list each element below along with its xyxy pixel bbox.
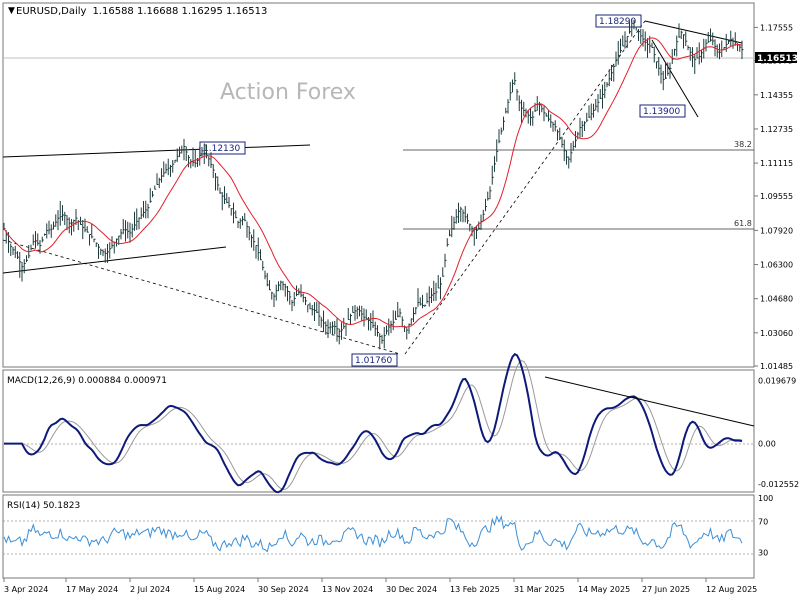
macd-signal-line (4, 360, 743, 490)
macd-y-tick-label: 0.019679 (758, 377, 796, 386)
x-tick-label: 31 Mar 2025 (514, 585, 565, 594)
price-y-tick-label: 1.12735 (760, 125, 793, 134)
moving-average-line (3, 37, 743, 328)
macd-main-line (4, 352, 743, 494)
trendline-upper-left (2, 144, 311, 158)
macd-panel (2, 369, 755, 493)
price-y-tick-label: 1.01485 (760, 362, 793, 371)
rsi-y-tick-label: 70 (758, 517, 768, 526)
x-tick-label: 3 Apr 2024 (4, 585, 48, 594)
watermark: Action Forex (220, 80, 356, 105)
symbol-label: EURUSD,Daily 1.16588 1.16688 1.16295 1.16… (16, 6, 267, 17)
trendline-lower-left (2, 246, 227, 274)
x-tick-label: 15 Aug 2024 (194, 585, 245, 594)
annotation-mid: 1.13900 (643, 107, 680, 117)
rsi-line (3, 515, 743, 553)
x-tick-label: 30 Sep 2024 (258, 585, 309, 594)
x-tick-label: 13 Feb 2025 (450, 585, 500, 594)
macd-trendline (544, 376, 755, 427)
annotation-box-mid (639, 104, 686, 118)
price-y-tick-label: 1.09555 (760, 192, 793, 201)
price-y-tick-label: 1.03060 (760, 329, 793, 338)
x-tick-label: 12 Aug 2025 (706, 585, 757, 594)
x-tick-label: 27 Jun 2025 (642, 585, 690, 594)
x-tick-label: 30 Dec 2024 (386, 585, 437, 594)
macd-y-tick-label: -0.012552 (758, 480, 799, 489)
fibo-618-label: 61.8 (734, 219, 752, 228)
price-y-tick-label: 1.14355 (760, 91, 793, 100)
price-candles (3, 18, 744, 350)
annotation-box-low (351, 353, 398, 367)
price-y-tick-label: 1.07920 (760, 226, 793, 235)
macd-y-axis: 0.019679 0.00 -0.012552 (758, 377, 799, 489)
trendline-wedge-low (651, 39, 699, 118)
rsi-title: RSI(14) 50.1823 (7, 501, 80, 511)
rsi-y-tick-label: 30 (758, 549, 768, 558)
annotation-low: 1.01760 (355, 356, 392, 366)
annotation-high: 1.18290 (599, 17, 636, 27)
x-tick-label: 13 Nov 2024 (322, 585, 373, 594)
rsi-panel (2, 494, 755, 579)
trendline-dashed-up (404, 20, 646, 355)
price-y-tick-label: 1.04680 (760, 295, 793, 304)
price-y-tick-label: 1.11115 (760, 159, 793, 168)
price-panel (2, 2, 755, 368)
trendline-dashed-down (2, 239, 401, 355)
rsi-y-tick-label: 100 (758, 494, 773, 503)
rsi-y-axis: 100 70 30 (758, 494, 773, 558)
annotation-left: 1.12130 (203, 144, 240, 154)
x-tick-label: 14 May 2025 (578, 585, 630, 594)
x-tick-label: 2 Jul 2024 (130, 585, 170, 594)
x-tick-label: 17 May 2024 (66, 585, 118, 594)
x-axis: 3 Apr 2024 17 May 2024 2 Jul 2024 15 Aug 20… (3, 578, 757, 594)
macd-y-tick-label: 0.00 (758, 440, 776, 449)
price-y-tick-label: 1.17555 (760, 23, 793, 32)
fibo-382-label: 38.2 (734, 140, 752, 149)
current-price-tag (755, 52, 797, 63)
header-arrow: ▼ (8, 6, 15, 16)
price-y-tick-label: 1.06300 (760, 261, 793, 270)
current-price-label: 1.16513 (757, 54, 798, 64)
macd-title: MACD(12,26,9) 0.000884 0.000971 (7, 376, 167, 386)
